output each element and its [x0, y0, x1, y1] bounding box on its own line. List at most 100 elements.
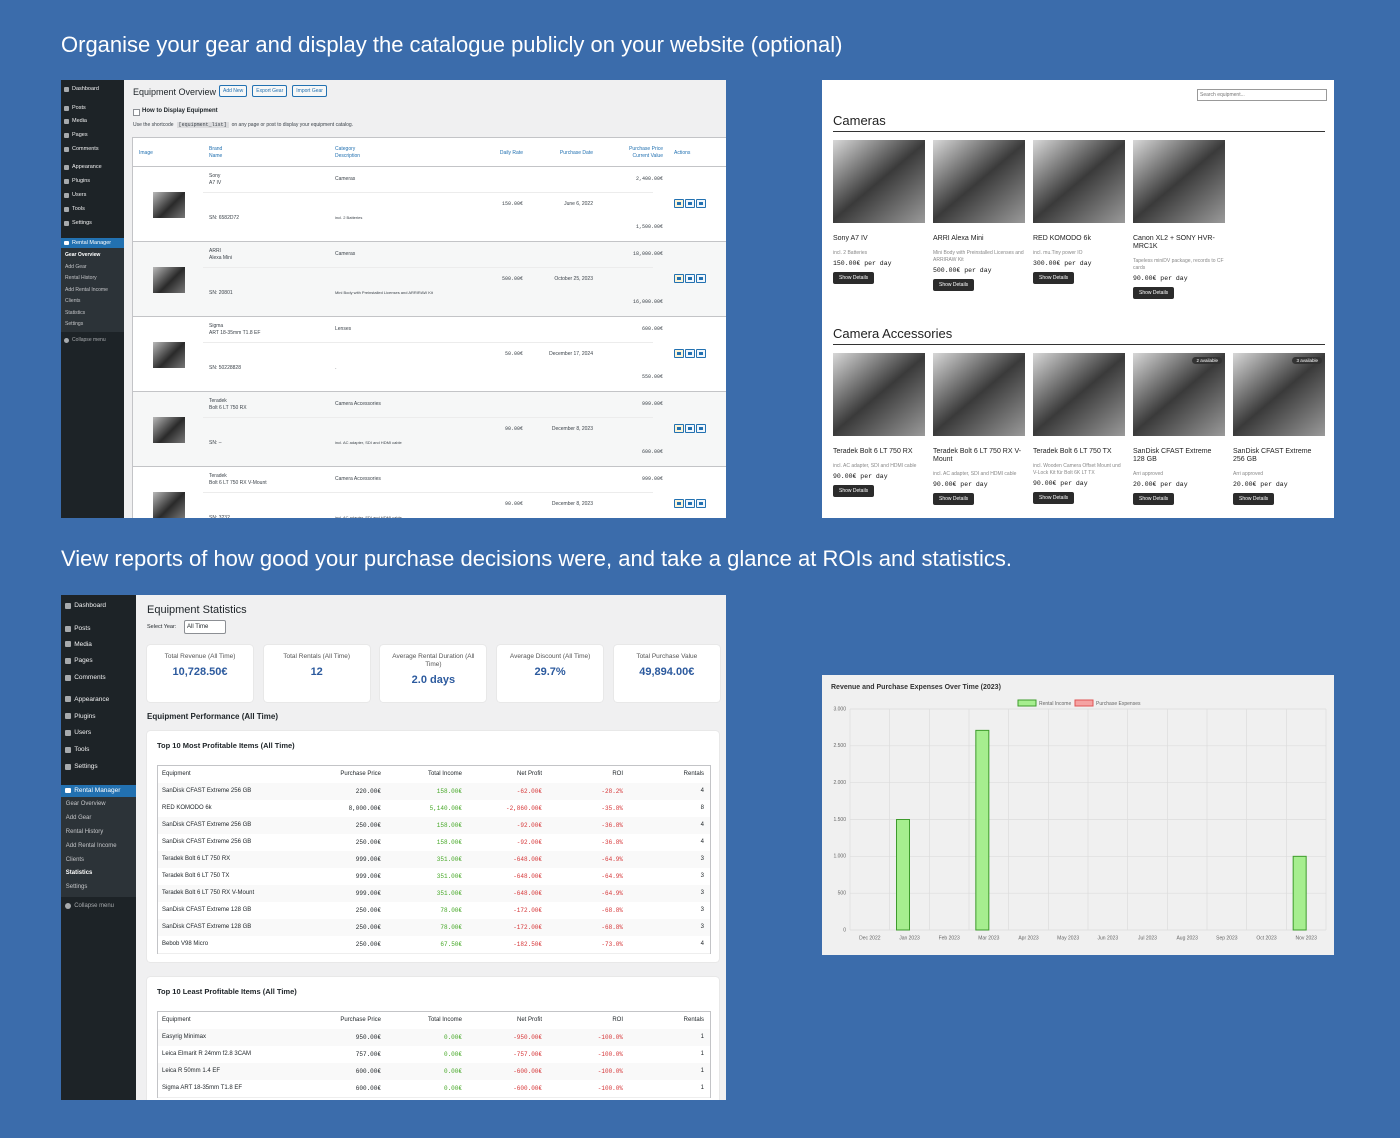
action-button[interactable] — [696, 199, 706, 208]
search-input[interactable]: Search equipment... — [1197, 89, 1327, 101]
rentals: 1 — [700, 1034, 704, 1040]
menu-item[interactable]: Comments — [64, 146, 99, 152]
menu-item[interactable]: Users — [64, 729, 91, 736]
purchase-price: 8,000.00€ — [348, 805, 381, 812]
menu-item[interactable]: Media — [64, 641, 92, 648]
help-text-part: Use the shortcode — [133, 122, 174, 128]
year-select[interactable]: All Time — [184, 620, 226, 634]
equipment: SanDisk CFAST Extreme 128 GB — [162, 924, 252, 930]
action-button[interactable] — [685, 424, 695, 433]
rentals: 3 — [700, 873, 704, 879]
details-button[interactable]: Show Details — [833, 485, 875, 497]
menu-item[interactable]: Appearance — [64, 164, 102, 170]
product-card: Teradek Bolt 6 LT 750 TX incl. Wooden Cam… — [1033, 353, 1125, 504]
menu-item[interactable]: Dashboard — [64, 86, 99, 92]
menu-item[interactable]: Settings — [64, 220, 92, 226]
stat-value: 12 — [310, 666, 323, 678]
menu-item-active[interactable]: Rental Manager — [61, 238, 124, 248]
details-button[interactable]: Show Details — [1033, 272, 1075, 284]
action-button[interactable] — [674, 199, 684, 208]
checkbox[interactable] — [133, 109, 140, 116]
details-button[interactable]: Show Details — [933, 493, 975, 505]
action-button[interactable] — [696, 274, 706, 283]
current-value: 16,000.00€ — [632, 299, 663, 305]
purchase-price: 2,400.00€ — [635, 176, 663, 182]
table-row: Sigma ART 18-35mm T1.8 EF 600.00€ 0.00€ -60… — [158, 1080, 710, 1098]
menu-label: Settings — [72, 220, 92, 226]
menu-label: Plugins — [72, 178, 91, 184]
action-icon — [688, 352, 692, 355]
details-button[interactable]: Show Details — [1133, 287, 1175, 299]
submenu-item[interactable]: Clients — [65, 856, 85, 863]
purchase-date: December 8, 2023 — [551, 426, 593, 432]
menu-item[interactable]: Pages — [64, 657, 93, 664]
details-button[interactable]: Show Details — [1033, 492, 1075, 504]
column-header: Category — [335, 146, 356, 152]
menu-item[interactable]: Users — [64, 192, 86, 198]
submenu-item[interactable]: Gear Overview — [65, 252, 101, 258]
purchase-price: 250.00€ — [355, 907, 381, 914]
action-button[interactable] — [696, 349, 706, 358]
submenu-item[interactable]: Add Gear — [65, 263, 87, 270]
menu-item[interactable]: Comments — [64, 674, 106, 681]
purchase-price: 600.00€ — [641, 326, 663, 332]
collapse-menu[interactable]: Collapse menu — [64, 903, 114, 910]
toolbar-button[interactable]: Import Gear — [292, 85, 327, 97]
collapse-menu[interactable]: Collapse menu — [64, 337, 106, 343]
submenu-item[interactable]: Statistics — [65, 870, 93, 877]
details-button[interactable]: Show Details — [833, 272, 875, 284]
menu-item[interactable]: Tools — [64, 206, 85, 212]
divider — [203, 192, 653, 193]
submenu-item[interactable]: Clients — [65, 298, 81, 304]
action-button[interactable] — [674, 499, 684, 508]
submenu-item[interactable]: Rental History — [65, 275, 97, 281]
legend-label: Purchase Expenses — [1096, 701, 1141, 707]
action-button[interactable] — [685, 199, 695, 208]
stat-label: Average Discount (All Time) — [509, 653, 591, 660]
action-button[interactable] — [674, 424, 684, 433]
roi: -35.8% — [601, 805, 623, 812]
category: Lenses — [335, 326, 352, 332]
page-title: Equipment Statistics — [147, 604, 247, 616]
action-button[interactable] — [685, 349, 695, 358]
menu-item[interactable]: Posts — [64, 625, 90, 632]
menu-item[interactable]: Dashboard — [64, 602, 106, 609]
toolbar-button[interactable]: Add New — [219, 85, 248, 97]
collapse-icon — [64, 903, 71, 910]
submenu-item[interactable]: Statistics — [65, 309, 86, 316]
action-button[interactable] — [674, 349, 684, 358]
submenu-item[interactable]: Rental History — [65, 828, 104, 835]
details-button[interactable]: Show Details — [1233, 493, 1275, 505]
stat-value: 2.0 days — [411, 674, 456, 686]
submenu-item[interactable]: Settings — [65, 321, 84, 327]
product-photo — [1133, 140, 1225, 223]
menu-item[interactable]: Pages — [64, 132, 88, 138]
menu-item[interactable]: Settings — [64, 763, 98, 770]
product-photo — [833, 140, 925, 223]
submenu-item[interactable]: Gear Overview — [65, 801, 106, 808]
menu-item[interactable]: Appearance — [64, 696, 109, 703]
menu-item[interactable]: Posts — [64, 105, 86, 111]
menu-item[interactable]: Plugins — [64, 178, 90, 184]
toolbar-button[interactable]: Export Gear — [252, 85, 288, 97]
menu-item[interactable]: Plugins — [64, 713, 96, 720]
action-button[interactable] — [696, 424, 706, 433]
stat-label: Total Revenue (All Time) — [164, 653, 236, 660]
action-button[interactable] — [696, 499, 706, 508]
menu-item[interactable]: Tools — [64, 746, 89, 753]
submenu-item[interactable]: Add Rental Income — [65, 286, 108, 293]
action-button[interactable] — [685, 499, 695, 508]
details-button[interactable]: Show Details — [1133, 493, 1175, 505]
product-note: incl. 2 Batteries — [833, 250, 868, 256]
headline: View reports of how good your purchase d… — [61, 546, 1012, 571]
submenu-item[interactable]: Add Rental Income — [65, 842, 117, 849]
details-button[interactable]: Show Details — [933, 279, 975, 291]
menu-item[interactable]: Media — [64, 118, 87, 124]
action-button[interactable] — [674, 274, 684, 283]
submenu-item[interactable]: Add Gear — [65, 815, 92, 822]
submenu-item[interactable]: Settings — [65, 884, 88, 891]
description: Mini Body with Preinstalled Licenses and… — [335, 290, 433, 295]
action-button[interactable] — [685, 274, 695, 283]
roi: -36.8% — [601, 822, 623, 829]
menu-item-active[interactable]: Rental Manager — [61, 784, 136, 797]
